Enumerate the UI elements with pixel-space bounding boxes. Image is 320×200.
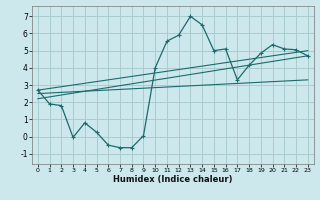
- X-axis label: Humidex (Indice chaleur): Humidex (Indice chaleur): [113, 175, 233, 184]
